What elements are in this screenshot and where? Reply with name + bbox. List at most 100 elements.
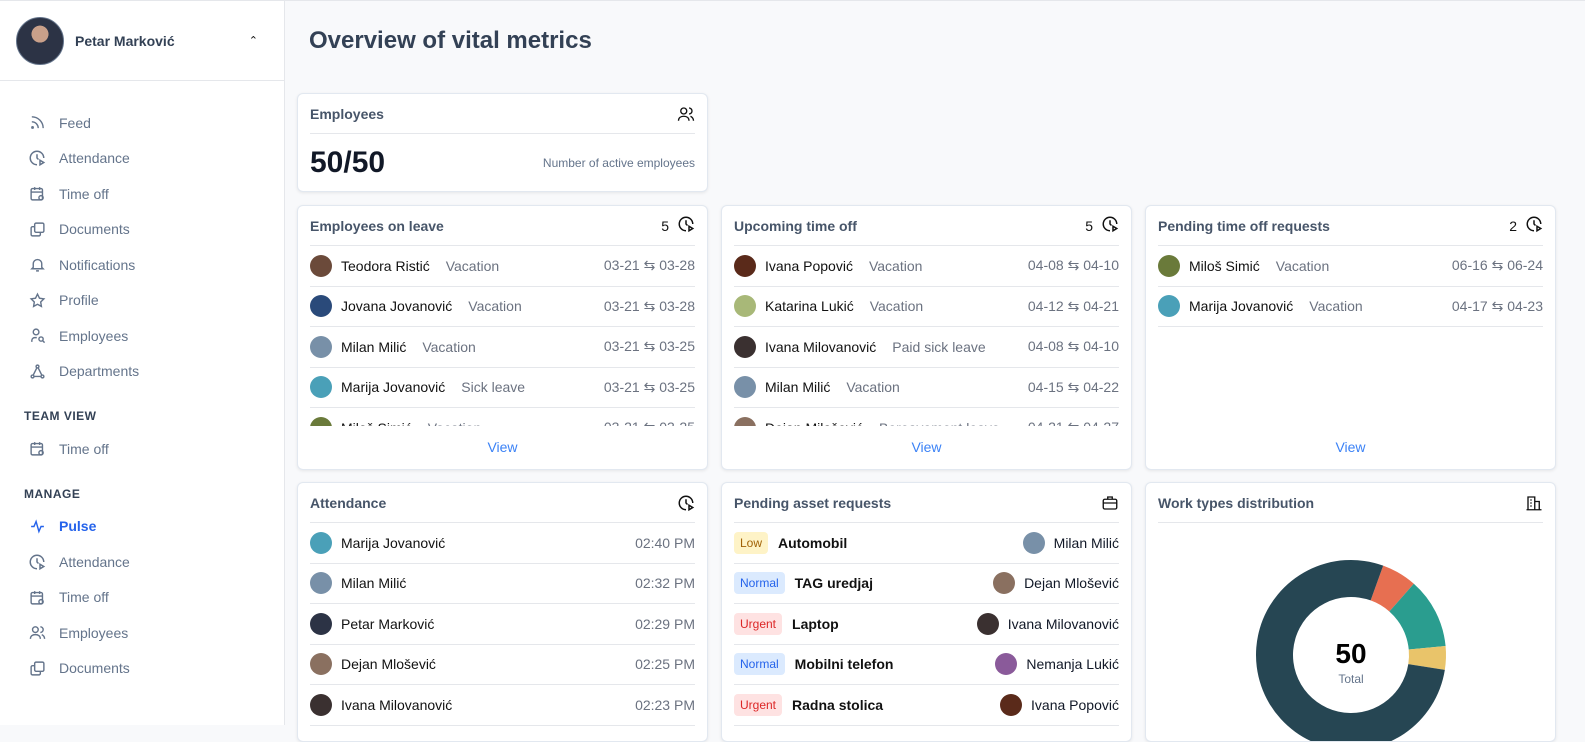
sidebar-item-label: Employees bbox=[59, 327, 129, 344]
avatar bbox=[734, 295, 756, 318]
avatar bbox=[310, 531, 332, 554]
briefcase-icon bbox=[1101, 494, 1119, 512]
list-item[interactable]: Miloš Simić Vacation 03-21 ⇆ 03-25 bbox=[310, 408, 695, 426]
donut-segment[interactable] bbox=[1389, 583, 1446, 650]
list-item[interactable]: Milan Milić 02:32 PM bbox=[310, 564, 695, 604]
pending-asset-requests-card: Pending asset requests Low Automobil Milan … bbox=[721, 482, 1132, 742]
priority-badge: Normal bbox=[734, 572, 785, 595]
page-title: Overview of vital metrics bbox=[309, 27, 592, 54]
sidebar-item-label: Employees bbox=[59, 624, 129, 641]
list-item[interactable]: Petar Marković 02:29 PM bbox=[310, 604, 695, 645]
sidebar-item-time-off[interactable]: Time off bbox=[0, 176, 284, 212]
donut-segment[interactable] bbox=[1256, 560, 1445, 742]
sidebar-item-employees[interactable]: Employees bbox=[0, 318, 284, 354]
sidebar-item-label: Time off bbox=[59, 440, 109, 457]
card-title: Employees bbox=[310, 105, 384, 122]
employee-name: Milan Milić bbox=[341, 338, 407, 355]
employee-name: Miloš Simić bbox=[1189, 257, 1260, 274]
employee-count: 50/50 bbox=[310, 146, 386, 179]
bell-icon bbox=[28, 256, 46, 274]
donut-segment[interactable] bbox=[1408, 646, 1446, 670]
avatar bbox=[310, 376, 332, 399]
date-range: 04-15 ⇆ 04-22 bbox=[1027, 378, 1119, 395]
date-range: 06-16 ⇆ 06-24 bbox=[1451, 257, 1543, 274]
leave-type: Sick leave bbox=[461, 379, 526, 396]
clock-icon bbox=[1525, 215, 1543, 236]
sidebar-item-manage-attendance[interactable]: Attendance bbox=[0, 544, 284, 580]
users-icon bbox=[677, 105, 695, 123]
avatar bbox=[976, 612, 999, 635]
pulse-icon bbox=[28, 517, 46, 535]
card-title: Pending asset requests bbox=[734, 494, 892, 511]
sidebar-item-departments[interactable]: Departments bbox=[0, 354, 284, 390]
sidebar-item-attendance[interactable]: Attendance bbox=[0, 141, 284, 177]
sidebar-item-manage-time-off[interactable]: Time off bbox=[0, 580, 284, 616]
sidebar-item-profile[interactable]: Profile bbox=[0, 283, 284, 319]
card-title: Pending time off requests bbox=[1158, 217, 1330, 234]
avatar bbox=[1158, 254, 1180, 277]
list-item[interactable]: Ivana Popović Vacation 04-08 ⇆ 04-10 bbox=[734, 246, 1119, 287]
list-item[interactable]: Jovana Jovanović Vacation 03-21 ⇆ 03-28 bbox=[310, 287, 695, 327]
sidebar-item-label: Feed bbox=[59, 114, 91, 131]
avatar bbox=[16, 16, 64, 65]
view-link[interactable]: View bbox=[1335, 439, 1366, 455]
list-item[interactable]: Katarina Lukić Vacation 04-12 ⇆ 04-21 bbox=[734, 287, 1119, 327]
avatar bbox=[995, 653, 1018, 676]
list-item[interactable]: Ivana Milovanović Paid sick leave 04-08 ⇆ … bbox=[734, 327, 1119, 368]
leave-type: Bereavement leave bbox=[879, 420, 1000, 426]
list-item[interactable]: Normal TAG uredjaj Dejan Mlošević bbox=[734, 564, 1119, 604]
asset-name: Mobilni telefon bbox=[794, 656, 894, 673]
sidebar-item-manage-employees[interactable]: Employees bbox=[0, 615, 284, 651]
clock-icon bbox=[677, 494, 695, 512]
total-label: Total bbox=[1338, 672, 1363, 686]
leave-list[interactable]: Miloš Simić Vacation 06-16 ⇆ 06-24 Marija J… bbox=[1158, 246, 1543, 426]
avatar bbox=[310, 572, 332, 595]
date-range: 03-21 ⇆ 03-28 bbox=[603, 297, 695, 314]
list-item[interactable]: Marija Jovanović Sick leave 03-21 ⇆ 03-25 bbox=[310, 368, 695, 408]
list-item[interactable]: Marija Jovanović 02:40 PM bbox=[310, 523, 695, 564]
list-item[interactable]: Ivana Milovanović 02:23 PM bbox=[310, 685, 695, 726]
check-in-time: 02:40 PM bbox=[635, 534, 695, 551]
donut-segment[interactable] bbox=[1370, 565, 1414, 612]
priority-badge: Urgent bbox=[734, 612, 783, 635]
leave-list[interactable]: Teodora Ristić Vacation 03-21 ⇆ 03-28 Jovan… bbox=[310, 246, 695, 426]
list-item[interactable]: Milan Milić Vacation 03-21 ⇆ 03-25 bbox=[310, 327, 695, 368]
list-item[interactable]: Low Automobil Milan Milić bbox=[734, 523, 1119, 564]
view-link[interactable]: View bbox=[487, 439, 518, 455]
avatar bbox=[734, 254, 756, 277]
employee-name: Milan Milić bbox=[1053, 534, 1119, 551]
leave-list[interactable]: Ivana Popović Vacation 04-08 ⇆ 04-10 Katari… bbox=[734, 246, 1119, 426]
chevron-up-down-icon[interactable]: ⌃ bbox=[248, 35, 258, 47]
list-item[interactable]: Teodora Ristić Vacation 03-21 ⇆ 03-28 bbox=[310, 246, 695, 287]
avatar bbox=[310, 295, 332, 318]
date-range: 03-21 ⇆ 03-25 bbox=[603, 378, 695, 395]
sidebar-item-manage-pulse[interactable]: Pulse bbox=[0, 509, 284, 545]
sidebar-item-team-time-off[interactable]: Time off bbox=[0, 431, 284, 467]
date-range: 04-08 ⇆ 04-10 bbox=[1027, 338, 1119, 355]
asset-name: Automobil bbox=[778, 534, 848, 551]
user-switcher[interactable]: Petar Marković ⌃ bbox=[0, 1, 284, 81]
view-link[interactable]: View bbox=[911, 439, 942, 455]
main: Overview of vital metrics Employees 50/5… bbox=[285, 0, 1585, 742]
sidebar-item-notifications[interactable]: Notifications bbox=[0, 247, 284, 283]
sidebar-item-feed[interactable]: Feed bbox=[0, 105, 284, 141]
list-item[interactable]: Miloš Simić Vacation 06-16 ⇆ 06-24 bbox=[1158, 246, 1543, 287]
employee-name: Katarina Lukić bbox=[765, 298, 854, 315]
clock-icon bbox=[1101, 215, 1119, 236]
leave-type: Vacation bbox=[846, 379, 900, 396]
employee-count-caption: Number of active employees bbox=[542, 156, 695, 170]
list-item[interactable]: Dejan Milošević Bereavement leave 04-21 ⇆ … bbox=[734, 408, 1119, 426]
list-item[interactable]: Normal Mobilni telefon Nemanja Lukić bbox=[734, 645, 1119, 685]
list-item[interactable]: Urgent Radna stolica Ivana Popović bbox=[734, 685, 1119, 726]
leave-type: Vacation bbox=[422, 338, 476, 355]
card-title: Employees on leave bbox=[310, 217, 444, 234]
list-item[interactable]: Dejan Mlošević 02:25 PM bbox=[310, 645, 695, 685]
list-item[interactable]: Urgent Laptop Ivana Milovanović bbox=[734, 604, 1119, 645]
sidebar-item-documents[interactable]: Documents bbox=[0, 212, 284, 248]
sidebar-item-manage-documents[interactable]: Documents bbox=[0, 651, 284, 687]
list-item[interactable]: Milan Milić Vacation 04-15 ⇆ 04-22 bbox=[734, 368, 1119, 408]
list-item[interactable]: Marija Jovanović Vacation 04-17 ⇆ 04-23 bbox=[1158, 287, 1543, 327]
avatar bbox=[734, 335, 756, 358]
employee-name: Ivana Milovanović bbox=[765, 338, 877, 355]
leave-type: Vacation bbox=[445, 257, 500, 274]
